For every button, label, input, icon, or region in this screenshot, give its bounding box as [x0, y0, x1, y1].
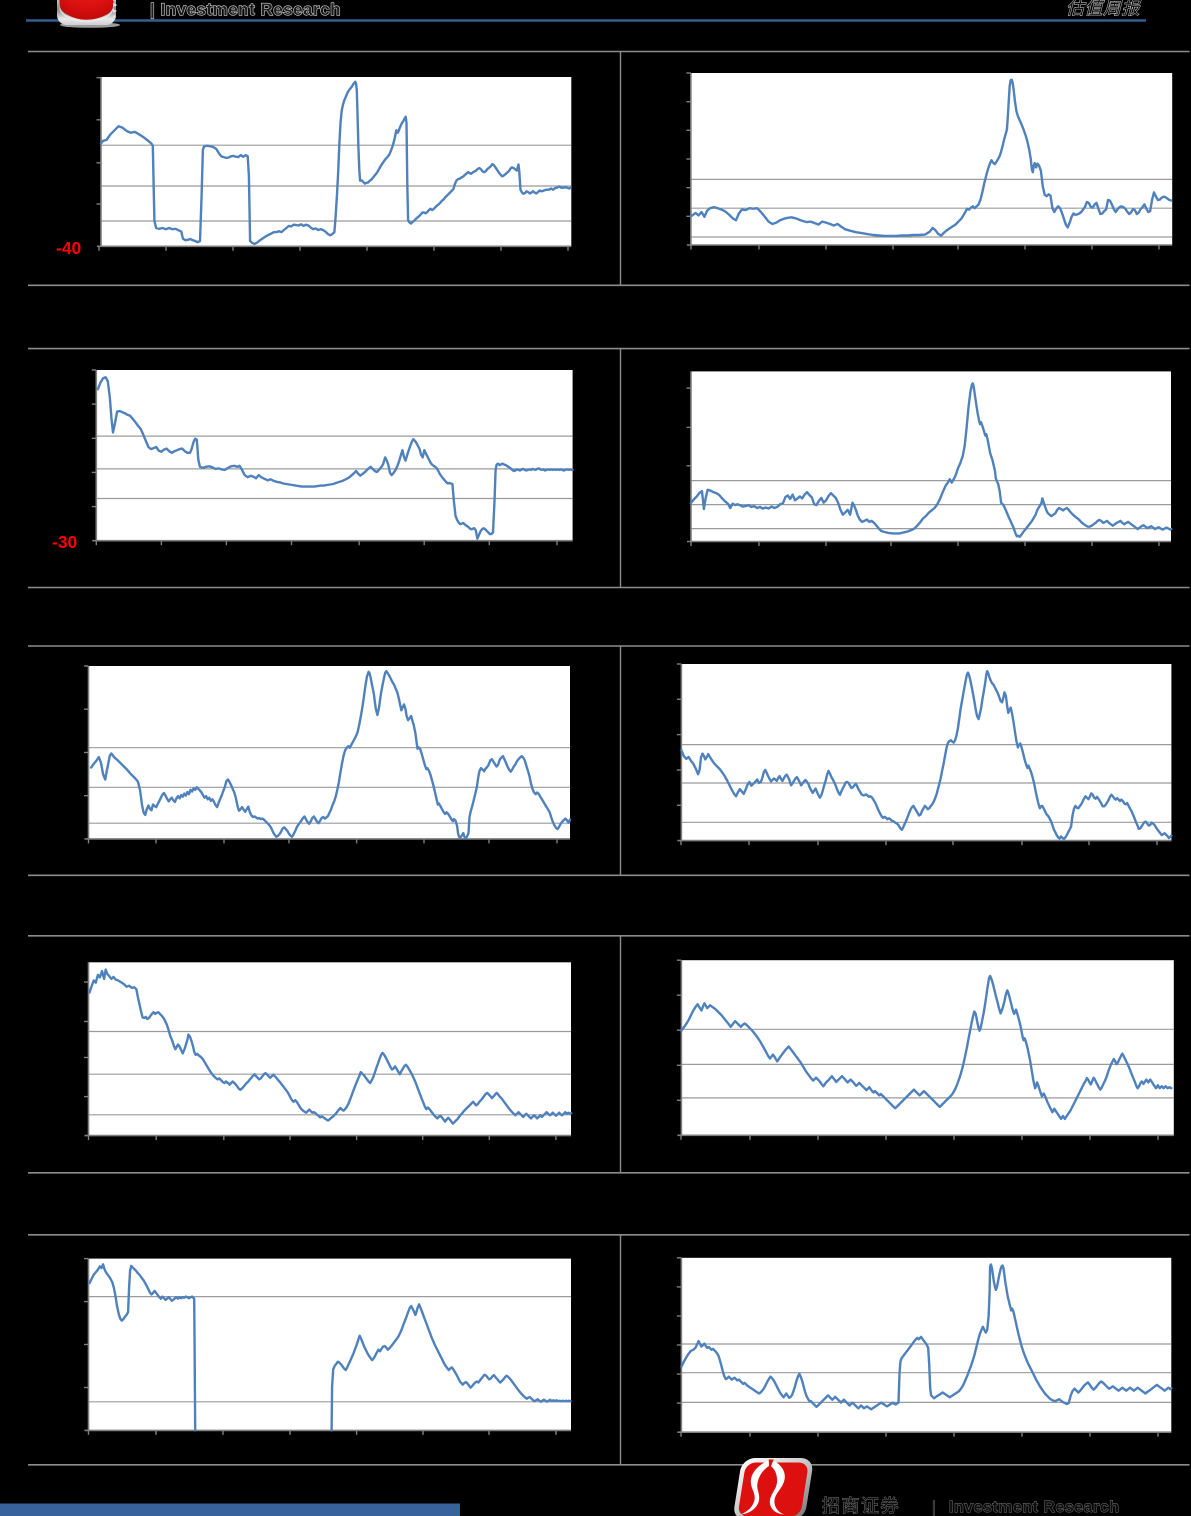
svg-text:-40: -40 [56, 238, 82, 258]
svg-text:Investment Research: Investment Research [949, 1499, 1119, 1516]
svg-text:-30: -30 [52, 532, 78, 552]
svg-text:招商证券: 招商证券 [822, 1496, 900, 1516]
svg-text:估值周报: 估值周报 [1066, 0, 1141, 18]
svg-text:| Investment Research: | Investment Research [150, 0, 341, 19]
svg-text:|: | [932, 1499, 936, 1516]
